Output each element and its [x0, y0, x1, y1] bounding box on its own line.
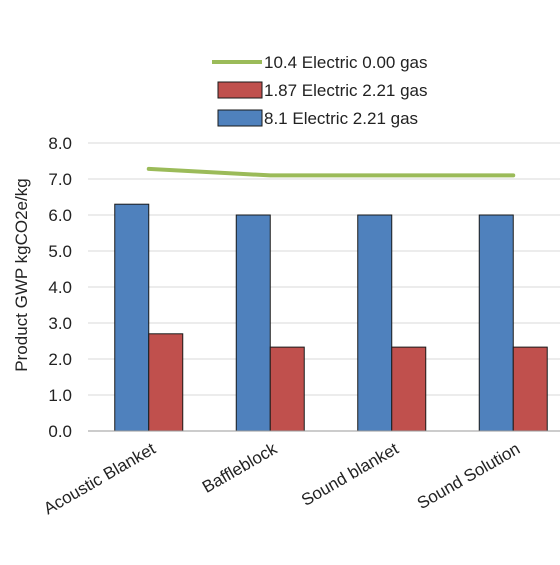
y-tick-label: 6.0 — [48, 206, 72, 225]
line-series-path — [146, 166, 516, 178]
y-tick-label: 3.0 — [48, 314, 72, 333]
y-tick-label: 4.0 — [48, 278, 72, 297]
bar-red — [391, 346, 427, 432]
y-axis-ticks: 0.0 1.0 2.0 3.0 4.0 5.0 6.0 7.0 8.0 — [48, 134, 72, 441]
bar-blue — [357, 214, 393, 432]
bar-red — [512, 346, 548, 432]
y-axis-label: Product GWP kgCO2e/kg — [12, 178, 31, 371]
x-category-label: Baffleblock — [199, 439, 281, 497]
bar-red — [148, 333, 184, 432]
line-series — [146, 166, 516, 178]
legend-label: 10.4 Electric 0.00 gas — [264, 53, 427, 72]
legend: 10.4 Electric 0.00 gas 1.87 Electric 2.21… — [212, 53, 427, 128]
y-tick-label: 7.0 — [48, 170, 72, 189]
legend-label: 8.1 Electric 2.21 gas — [264, 109, 418, 128]
bar-red — [269, 346, 305, 432]
legend-label: 1.87 Electric 2.21 gas — [264, 81, 427, 100]
bar-blue — [114, 203, 150, 432]
bars — [114, 203, 548, 432]
y-tick-label: 5.0 — [48, 242, 72, 261]
x-category-label: Sound Solution — [414, 439, 523, 513]
bar-blue — [235, 214, 271, 432]
x-category-label: Sound blanket — [298, 439, 402, 510]
legend-swatch-bar — [217, 109, 263, 127]
x-axis-categories: Acoustic Blanket Baffleblock Sound blanket… — [40, 439, 523, 519]
y-tick-label: 8.0 — [48, 134, 72, 153]
y-tick-label: 2.0 — [48, 350, 72, 369]
bar-blue — [478, 214, 514, 432]
legend-swatch-bar — [217, 81, 263, 99]
y-tick-label: 1.0 — [48, 386, 72, 405]
y-tick-label: 0.0 — [48, 422, 72, 441]
x-category-label: Acoustic Blanket — [40, 439, 159, 518]
